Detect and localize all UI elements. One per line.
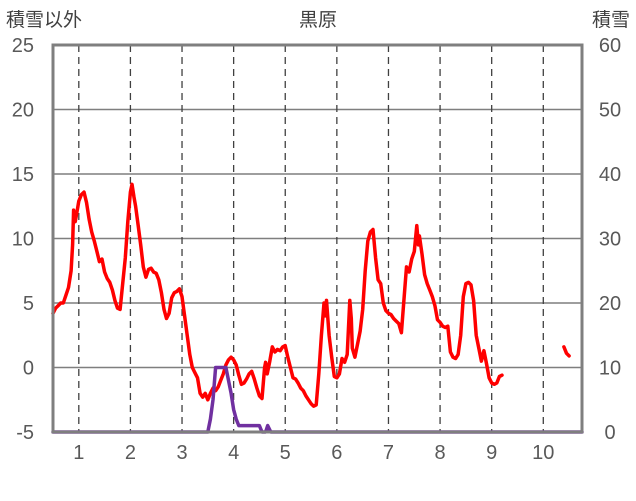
chart-title: 黒原 [299,10,337,31]
x-tick-label: 7 [383,442,394,464]
plot-frame [51,43,584,434]
y-right-tick-label: 30 [599,229,621,251]
x-tick-label: 6 [331,442,342,464]
series-layer [51,182,584,434]
y-right-tick-label: 50 [599,100,621,122]
y-left-tick-label: 20 [12,100,34,122]
y-right-tick-label: 60 [599,35,621,57]
y-right-tick-label: 40 [599,164,621,186]
y-right-tick-label: 10 [599,358,621,380]
x-tick-label: 5 [280,442,291,464]
series-0-line-1 [562,345,571,358]
x-tick-label: 8 [435,442,446,464]
x-tick-label: 4 [228,442,239,464]
x-tick-label: 10 [532,442,554,464]
y-left-tick-label: -5 [16,422,34,444]
y-left-tick-label: 15 [12,164,34,186]
x-tick-label: 2 [125,442,136,464]
right-axis-title: 積雪 [592,9,630,31]
y-right-tick-label: 20 [599,293,621,315]
tick-labels: -5 0 5 10 15 20 25 0 10 20 30 40 50 60 1 2 3 4 5 6 7 8 9 10 [12,35,621,464]
x-tick-label: 9 [486,442,497,464]
y-right-tick-label: 0 [604,422,615,444]
x-tick-label: 1 [73,442,84,464]
series-0-line-0 [51,182,504,408]
left-axis-title: 積雪以外 [6,9,82,31]
y-left-tick-label: 25 [12,35,34,57]
y-left-tick-label: 5 [23,293,34,315]
y-left-tick-label: 0 [23,358,34,380]
y-left-tick-label: 10 [12,229,34,251]
x-tick-label: 3 [176,442,187,464]
